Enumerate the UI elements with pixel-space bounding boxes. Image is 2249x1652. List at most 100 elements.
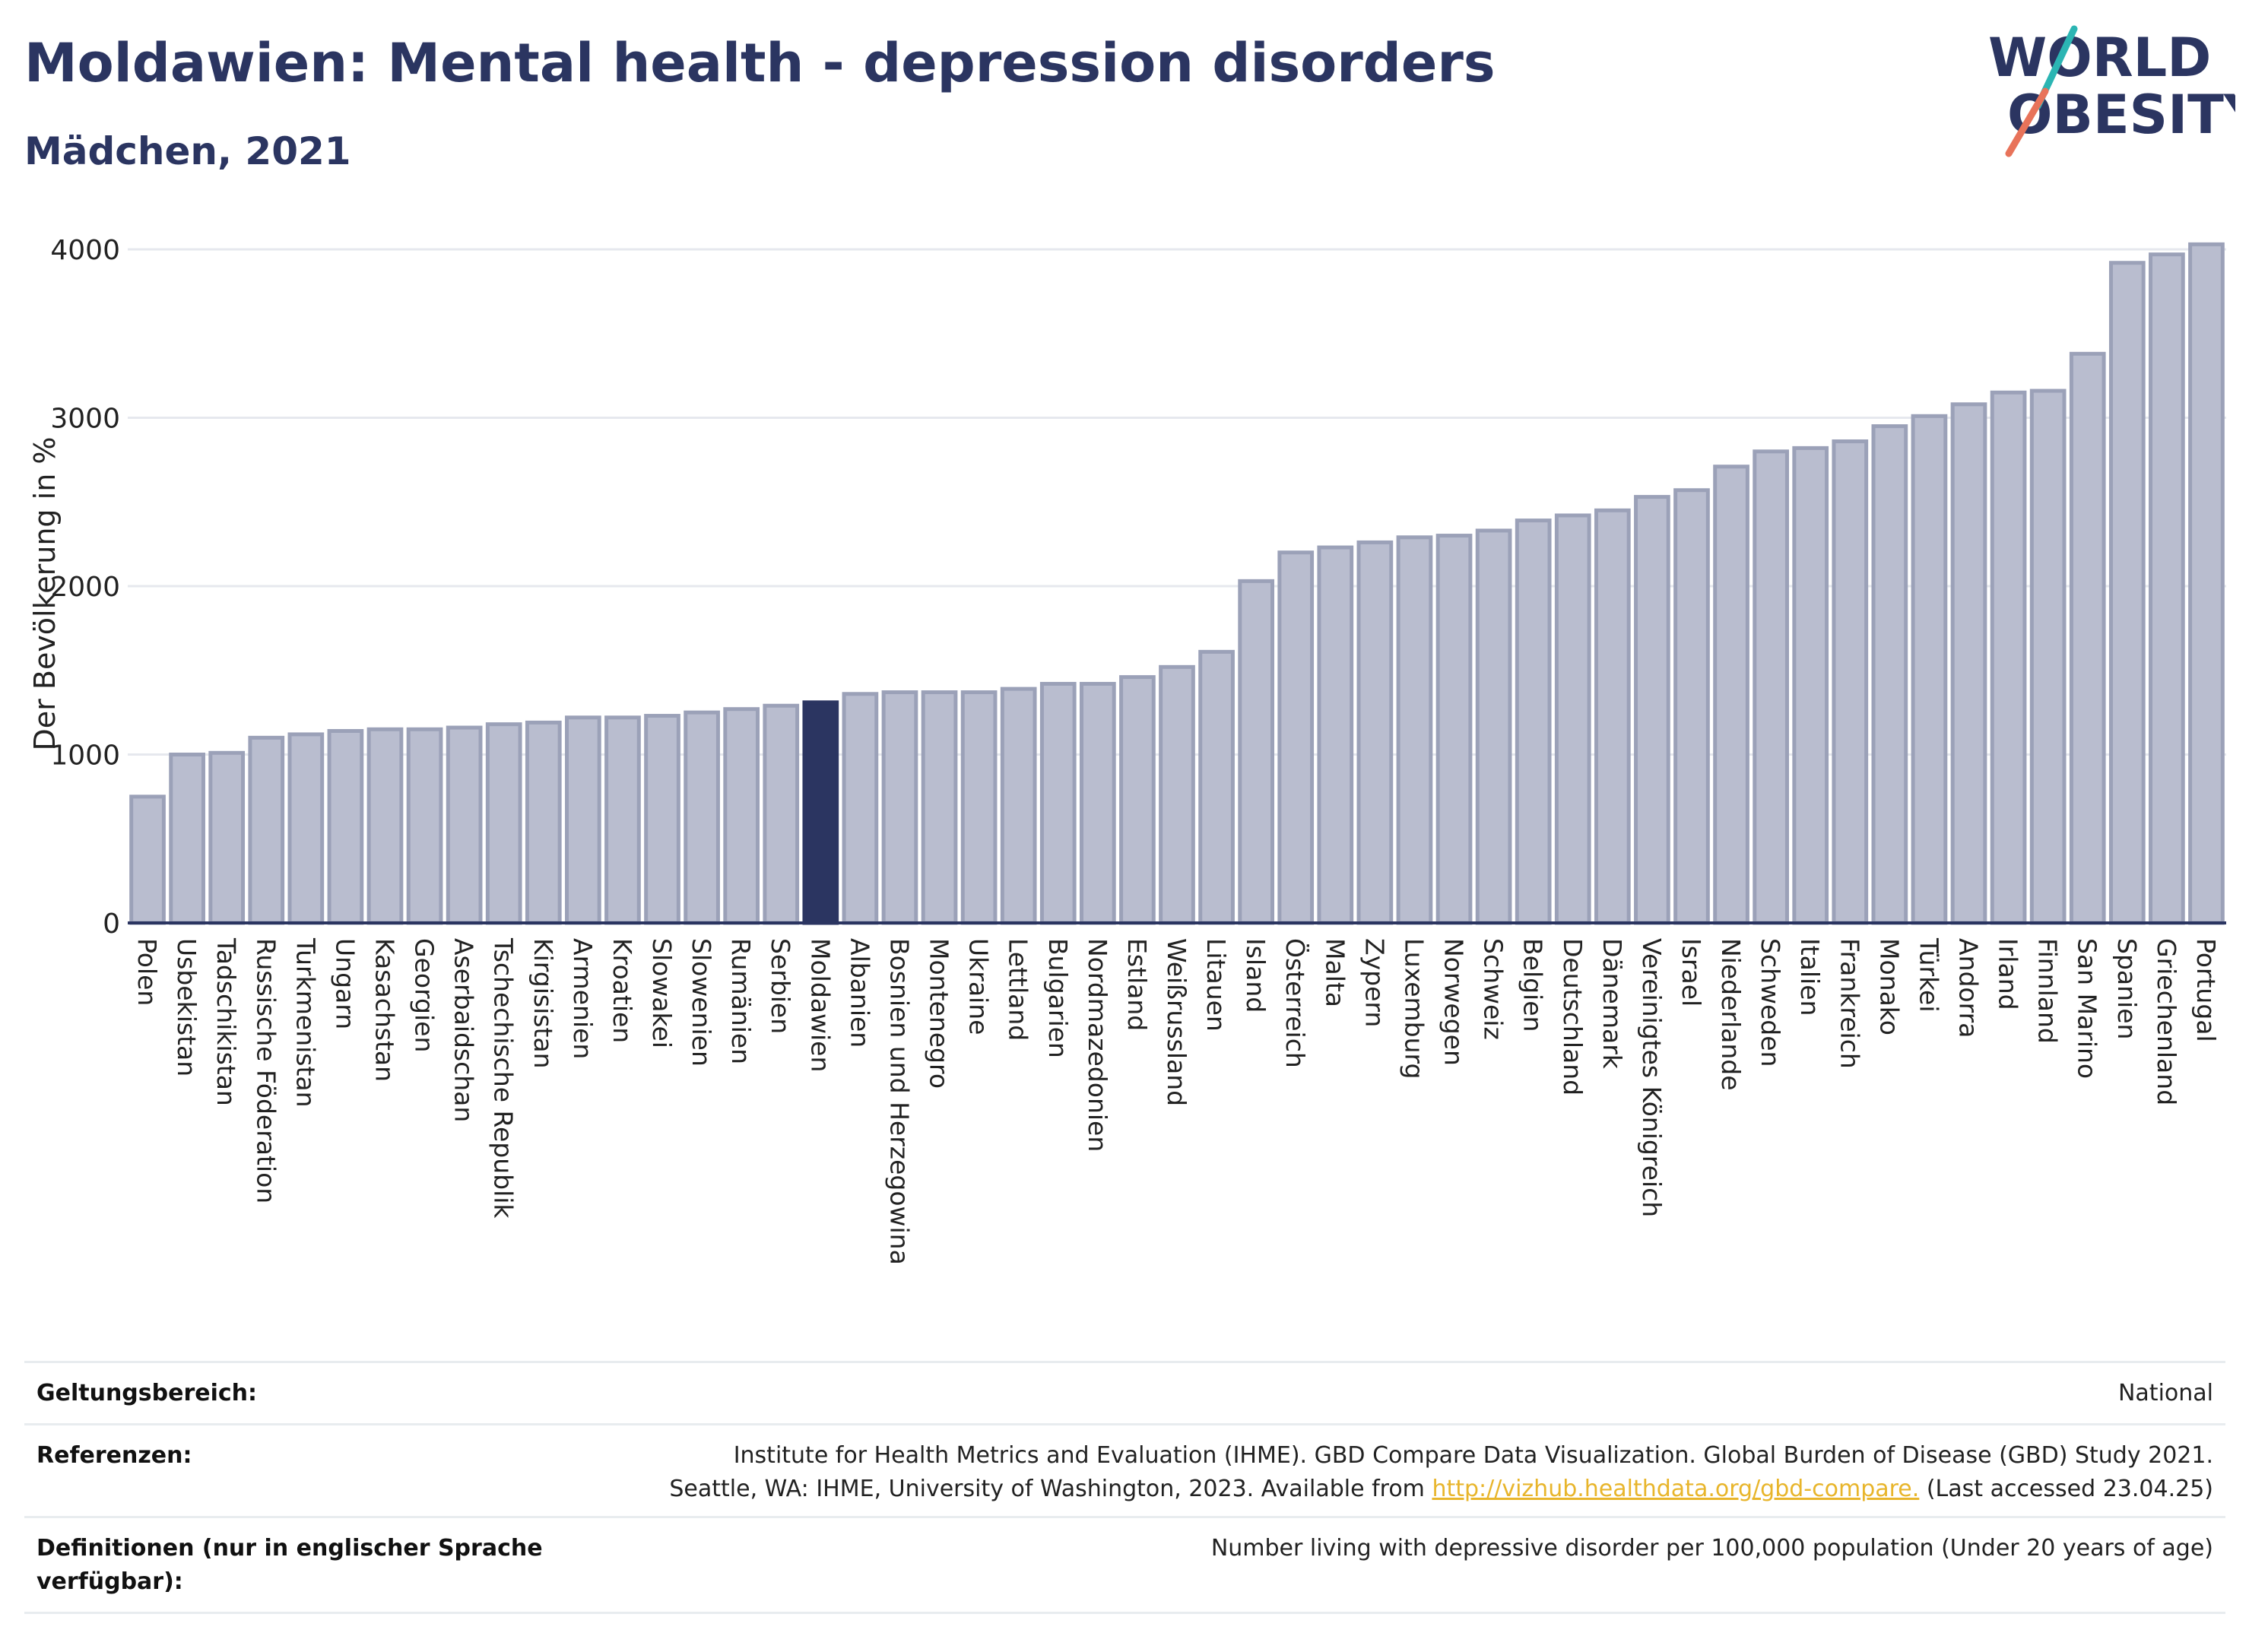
x-tick-label: Estland [1122,938,1152,1031]
bar-belgien [1515,518,1552,925]
x-tick-label: Montenegro [925,938,954,1089]
bar-monako [1871,424,1908,925]
bar-albanien [842,692,879,925]
references-label: Referenzen: [36,1442,192,1469]
x-tick-label: Bulgarien [1043,938,1073,1058]
x-tick-label: Ukraine [964,938,994,1035]
bar-polen [129,794,166,925]
x-tick-label: Rumänien [726,938,756,1064]
x-tick-label: San Marino [2073,938,2102,1079]
x-tick-label: Deutschland [1558,938,1588,1096]
bar-tadschikistan [208,750,246,925]
x-tick-label: Russische Föderation [251,938,281,1203]
bar-litauen [1198,649,1235,925]
info-table: Geltungsbereich: National Referenzen: In… [24,1361,2225,1619]
bar-lettland [1000,686,1037,925]
x-tick-label: Kroatien [607,938,637,1043]
bar-malta [1317,545,1354,925]
bar-schweden [1753,449,1789,925]
x-tick-label: Zypern [1359,938,1389,1027]
logo-accent-coral [2005,87,2049,157]
references-line2-post: (Last accessed 23.04.25) [1919,1476,2213,1502]
definitions-label: Definitionen (nur in englischer Sprache … [36,1532,543,1599]
bar-georgien [406,727,443,925]
world-obesity-logo: WORLD OBESITY [1988,25,2235,157]
y-axis-title: Der Bevölkerung in % [28,437,62,751]
bar-griechenland [2149,252,2185,925]
x-tick-label: Schweiz [1479,938,1508,1040]
references-line1: Institute for Health Metrics and Evaluat… [733,1442,2213,1469]
bars [129,242,2225,925]
scope-row: Geltungsbereich: National [24,1361,2225,1424]
x-tick-label: Albanien [845,938,874,1048]
bar-irland [1990,390,2027,925]
bar-dänemark [1594,508,1631,925]
bar-rumänien [723,707,760,925]
definitions-value: Number living with depressive disorder p… [1210,1535,2213,1562]
bar-niederlande [1713,465,1749,925]
bar-finnland [2029,388,2067,925]
references-line2-pre: Seattle, WA: IHME, University of Washing… [669,1476,1432,1502]
page-subtitle: Mädchen, 2021 [24,129,351,173]
bar-russische-föderation [248,735,285,925]
x-tick-label: Armenien [568,938,598,1059]
y-tick-labels: 0 1000 2000 3000 4000 [50,235,120,940]
x-tick-label: Slowenien [687,938,716,1067]
x-tick-label: Aserbaidschan [449,938,479,1122]
bar-montenegro [921,690,958,925]
x-tick-label: Spanien [2112,938,2142,1039]
x-tick-label: Slowakei [647,938,677,1048]
x-tick-label: Norwegen [1439,938,1469,1066]
x-tick-label: Italien [1795,938,1825,1016]
x-tick-label: Belgien [1518,938,1548,1032]
x-tick-label: Dänemark [1597,938,1627,1070]
bar-bosnien-und-herzegowina [881,690,918,925]
logo-line1: WORLD [1988,27,2211,89]
bar-norwegen [1435,534,1473,925]
x-category-labels: Polen Usbekistan Tadschikistan Russische Fö… [132,937,2221,1265]
bar-türkei [1911,414,1948,925]
y-tick-label: 0 [103,908,120,940]
bar-italien [1792,446,1829,925]
bar-tschechische-republik [485,722,522,925]
x-tick-label: Frankreich [1835,938,1864,1069]
x-tick-label: Polen [132,938,162,1006]
bar-schweiz [1475,528,1512,925]
bar-usbekistan [169,753,205,925]
bar-zypern [1356,540,1394,925]
x-tick-label: Finnland [2033,938,2063,1044]
bar-bulgarien [1039,681,1077,925]
x-tick-label: Monako [1874,938,1904,1035]
bar-deutschland [1554,513,1591,925]
bar-israel [1673,488,1710,925]
references-line2: Seattle, WA: IHME, University of Washing… [669,1473,2213,1506]
x-tick-label: Irland [1994,938,2023,1010]
bar-österreich [1277,550,1315,925]
bar-nordmazedonien [1079,681,1116,925]
x-tick-label: Ungarn [330,938,360,1029]
references-link[interactable]: http://vizhub.healthdata.org/gbd-compare… [1432,1476,1920,1502]
bar-island [1238,579,1275,925]
bar-chart: 0 1000 2000 3000 4000 Polen Usbekistan Tadschi… [28,235,2226,1265]
table-bottom-border [24,1612,2225,1614]
page-title: Moldawien: Mental health - depression di… [24,32,1496,94]
bar-luxemburg [1396,535,1433,925]
x-tick-label: Türkei [1914,937,1943,1013]
bar-san-marino [2069,351,2106,925]
bar-portugal [2188,242,2225,925]
x-tick-label: Israel [1676,938,1706,1007]
x-tick-label: Niederlande [1716,938,1746,1091]
y-tick-label: 4000 [50,235,120,266]
x-tick-label: Österreich [1280,938,1311,1068]
x-tick-label: Nordmazedonien [1083,938,1112,1152]
bar-serbien [763,703,800,925]
definitions-label-line1: Definitionen (nur in englischer Sprache [36,1535,543,1562]
y-tick-label: 2000 [50,572,120,603]
x-tick-label: Usbekistan [172,938,201,1076]
bar-vereinigtes-königreich [1634,495,1670,925]
x-tick-label: Kirgisistan [528,938,558,1069]
x-tick-label: Georgien [410,938,439,1052]
y-tick-label: 1000 [50,740,120,772]
bar-moldawien [802,700,839,925]
bar-slowakei [644,714,680,925]
